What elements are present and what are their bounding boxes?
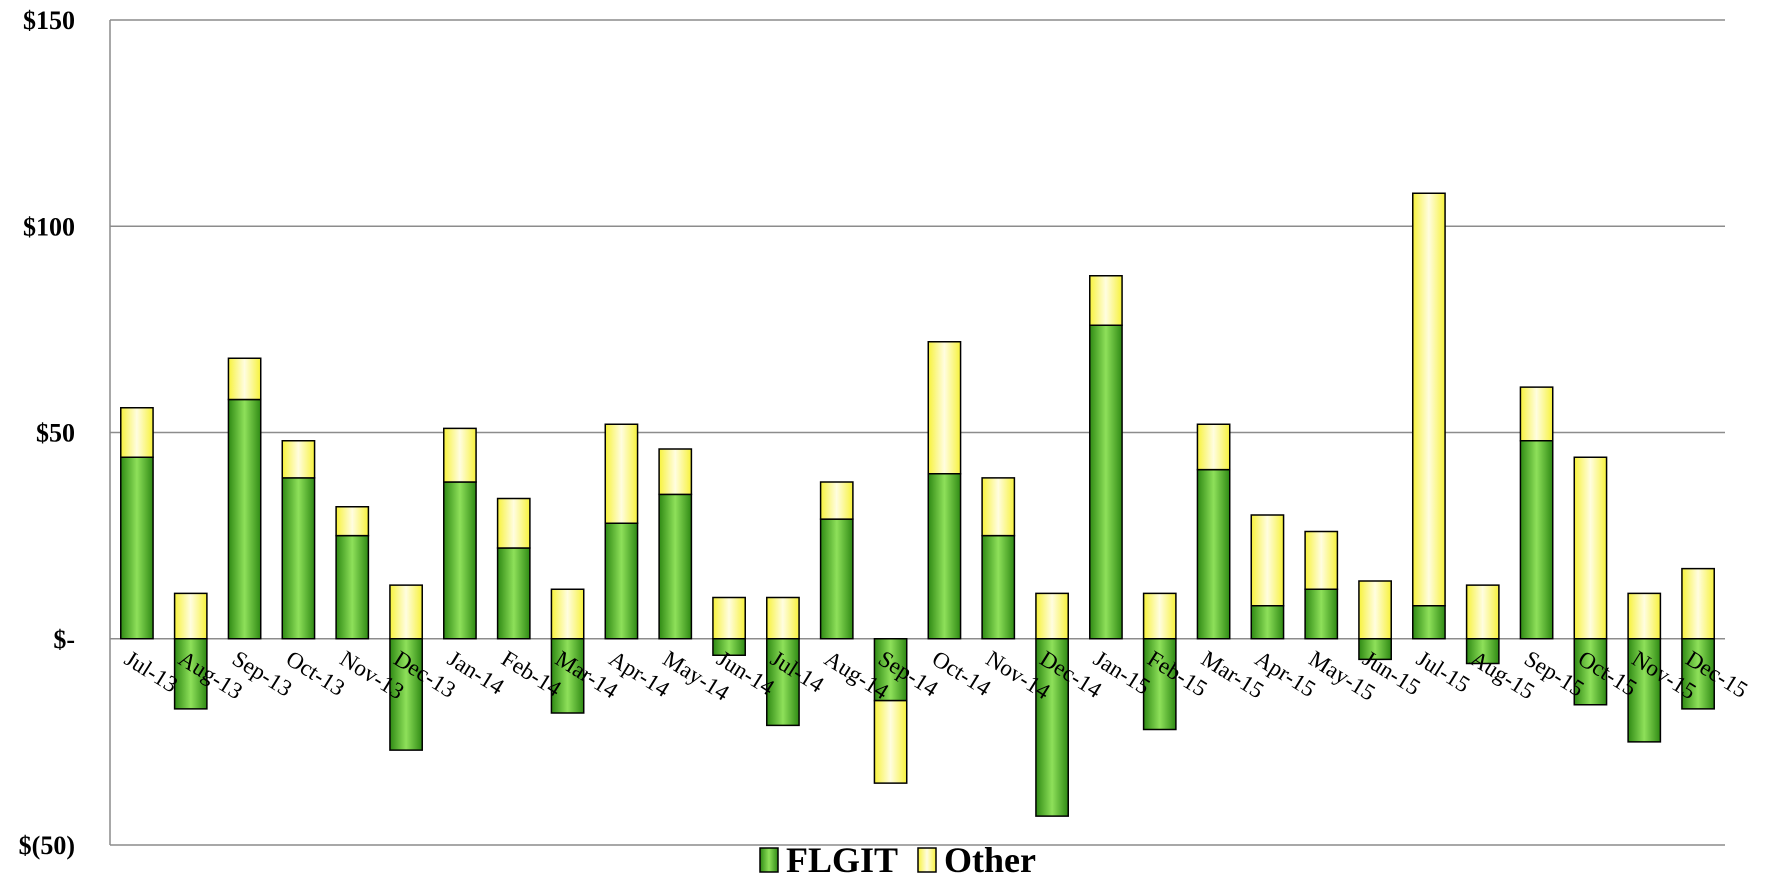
bar-flgit <box>1035 638 1069 817</box>
bar-flgit <box>1089 324 1123 640</box>
legend-swatch-other <box>917 847 937 873</box>
bar-other <box>443 427 477 483</box>
bar-other <box>1681 567 1715 640</box>
bar-other <box>658 448 693 496</box>
bar-flgit <box>1412 605 1446 640</box>
bar-flgit <box>927 473 962 640</box>
x-axis-ticks: Jul-13Aug-13Sep-13Oct-13Nov-13Dec-13Jan-… <box>120 646 1752 706</box>
bar-other <box>873 699 908 784</box>
bar-other <box>1519 386 1554 442</box>
bar-flgit <box>1304 588 1339 640</box>
bar-flgit <box>389 638 423 751</box>
bar-other <box>120 407 154 458</box>
x-tick-label: Jul-13 <box>120 646 182 698</box>
bar-other <box>1412 192 1446 607</box>
x-tick-label: Oct-14 <box>928 646 996 701</box>
bar-other <box>1358 580 1392 640</box>
bar-flgit <box>981 534 1016 640</box>
y-tick-label: $150 <box>23 6 75 35</box>
bar-other <box>712 596 746 640</box>
legend-swatch-flgit <box>759 847 779 873</box>
bar-flgit <box>335 534 370 640</box>
gridlines <box>110 19 1725 846</box>
bar-flgit <box>443 481 477 640</box>
y-tick-label: $- <box>53 625 75 654</box>
y-tick-label: $100 <box>23 212 75 241</box>
bar-other <box>1035 592 1069 640</box>
legend: FLGIT Other <box>759 840 1036 873</box>
bar-other <box>1465 584 1500 640</box>
legend-label-flgit: FLGIT <box>786 840 898 873</box>
y-axis-ticks: $(50) $- $50 $100 $150 <box>19 6 75 860</box>
bar-other <box>1304 530 1339 590</box>
bar-other <box>1250 514 1285 607</box>
bar-flgit <box>1627 638 1662 743</box>
bar-other <box>389 584 423 640</box>
x-tick-label: Jul-15 <box>1412 646 1474 698</box>
bar-other <box>1142 592 1177 640</box>
bar-other <box>281 440 316 479</box>
bar-other <box>927 341 962 475</box>
bar-flgit <box>120 456 154 640</box>
y-tick-label: $50 <box>36 419 75 448</box>
bar-flgit <box>604 522 639 640</box>
bar-flgit <box>1681 638 1715 710</box>
bar-other <box>981 477 1016 537</box>
bar-other <box>173 592 208 640</box>
bar-flgit <box>1250 605 1285 640</box>
bar-flgit <box>766 638 800 727</box>
bar-flgit <box>1465 638 1500 665</box>
x-tick-label: Oct-13 <box>282 646 349 701</box>
bar-flgit <box>550 638 585 714</box>
legend-label-other: Other <box>944 840 1036 873</box>
bar-flgit <box>281 477 316 640</box>
bar-other <box>496 497 531 549</box>
bar-other <box>550 588 585 640</box>
bar-other <box>1627 592 1662 640</box>
y-tick-label: $(50) <box>19 831 75 860</box>
bar-other <box>1089 275 1123 326</box>
bar-flgit <box>819 518 854 640</box>
bar-other <box>819 481 854 520</box>
bar-flgit <box>227 398 262 640</box>
bar-other <box>335 506 370 537</box>
x-tick-label: Apr-14 <box>605 646 675 702</box>
bar-other <box>766 596 800 640</box>
bar-flgit <box>496 547 531 640</box>
bar-flgit <box>1519 440 1554 640</box>
bar-other <box>1196 423 1231 471</box>
bar-flgit <box>1196 468 1231 640</box>
bar-flgit <box>658 493 693 640</box>
bar-other <box>227 357 262 401</box>
bar-other <box>604 423 639 524</box>
bars <box>120 192 1715 817</box>
bar-other <box>1573 456 1608 640</box>
